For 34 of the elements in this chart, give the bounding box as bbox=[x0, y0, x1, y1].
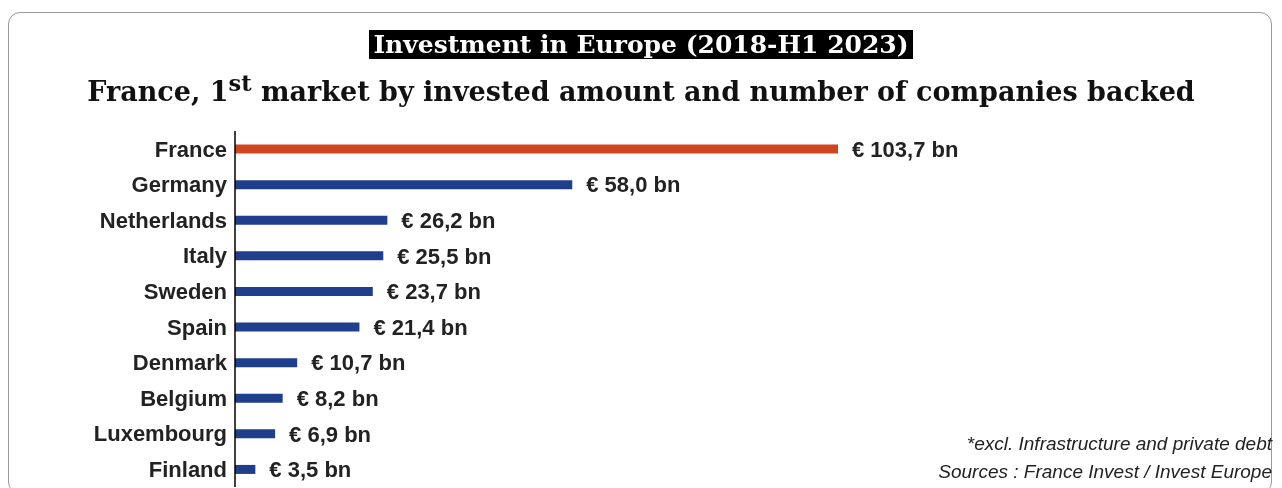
bar bbox=[235, 180, 573, 190]
bar bbox=[235, 429, 276, 439]
y-tick-label: Germany bbox=[131, 172, 228, 198]
bar bbox=[235, 322, 360, 332]
bar bbox=[235, 464, 256, 474]
data-label: € 8,2 bn bbox=[296, 386, 379, 412]
data-label: € 6,9 bn bbox=[289, 421, 372, 447]
data-label: € 23,7 bn bbox=[386, 279, 481, 305]
bar bbox=[235, 358, 298, 368]
y-tick-label: Italy bbox=[182, 243, 228, 269]
data-label: € 3,5 bn bbox=[269, 457, 352, 483]
y-tick-label: France bbox=[154, 136, 227, 162]
chart-subtitle: France, 1$^{st}$ market by invested amount and number of companies backed bbox=[86, 70, 1196, 107]
source-note: Sources : France Invest / Invest Europe bbox=[938, 460, 1272, 484]
data-label: € 58,0 bn bbox=[586, 172, 681, 198]
data-label: € 26,2 bn bbox=[401, 208, 496, 234]
data-label: € 25,5 bn bbox=[397, 243, 492, 269]
y-tick-label: Luxembourg bbox=[93, 421, 227, 447]
chart-title: Investment in Europe (2018-H1 2023) bbox=[369, 30, 913, 59]
bar bbox=[235, 286, 373, 296]
bar bbox=[235, 144, 838, 154]
bar bbox=[235, 393, 283, 403]
bar bbox=[235, 215, 388, 225]
data-label: € 21,4 bn bbox=[373, 314, 468, 340]
y-tick-label: Denmark bbox=[132, 350, 228, 376]
y-tick-label: Belgium bbox=[140, 385, 227, 411]
y-tick-label: Spain bbox=[167, 314, 227, 340]
y-tick-label: Netherlands bbox=[99, 207, 227, 233]
text: *excl. Infrastructure and private debt bbox=[965, 432, 1272, 456]
bar bbox=[235, 251, 384, 261]
data-label: € 10,7 bn bbox=[311, 350, 406, 376]
data-label: € 103,7 bn bbox=[852, 136, 959, 162]
y-tick-label: Sweden bbox=[143, 279, 227, 305]
y-tick-label: Finland bbox=[148, 457, 227, 483]
